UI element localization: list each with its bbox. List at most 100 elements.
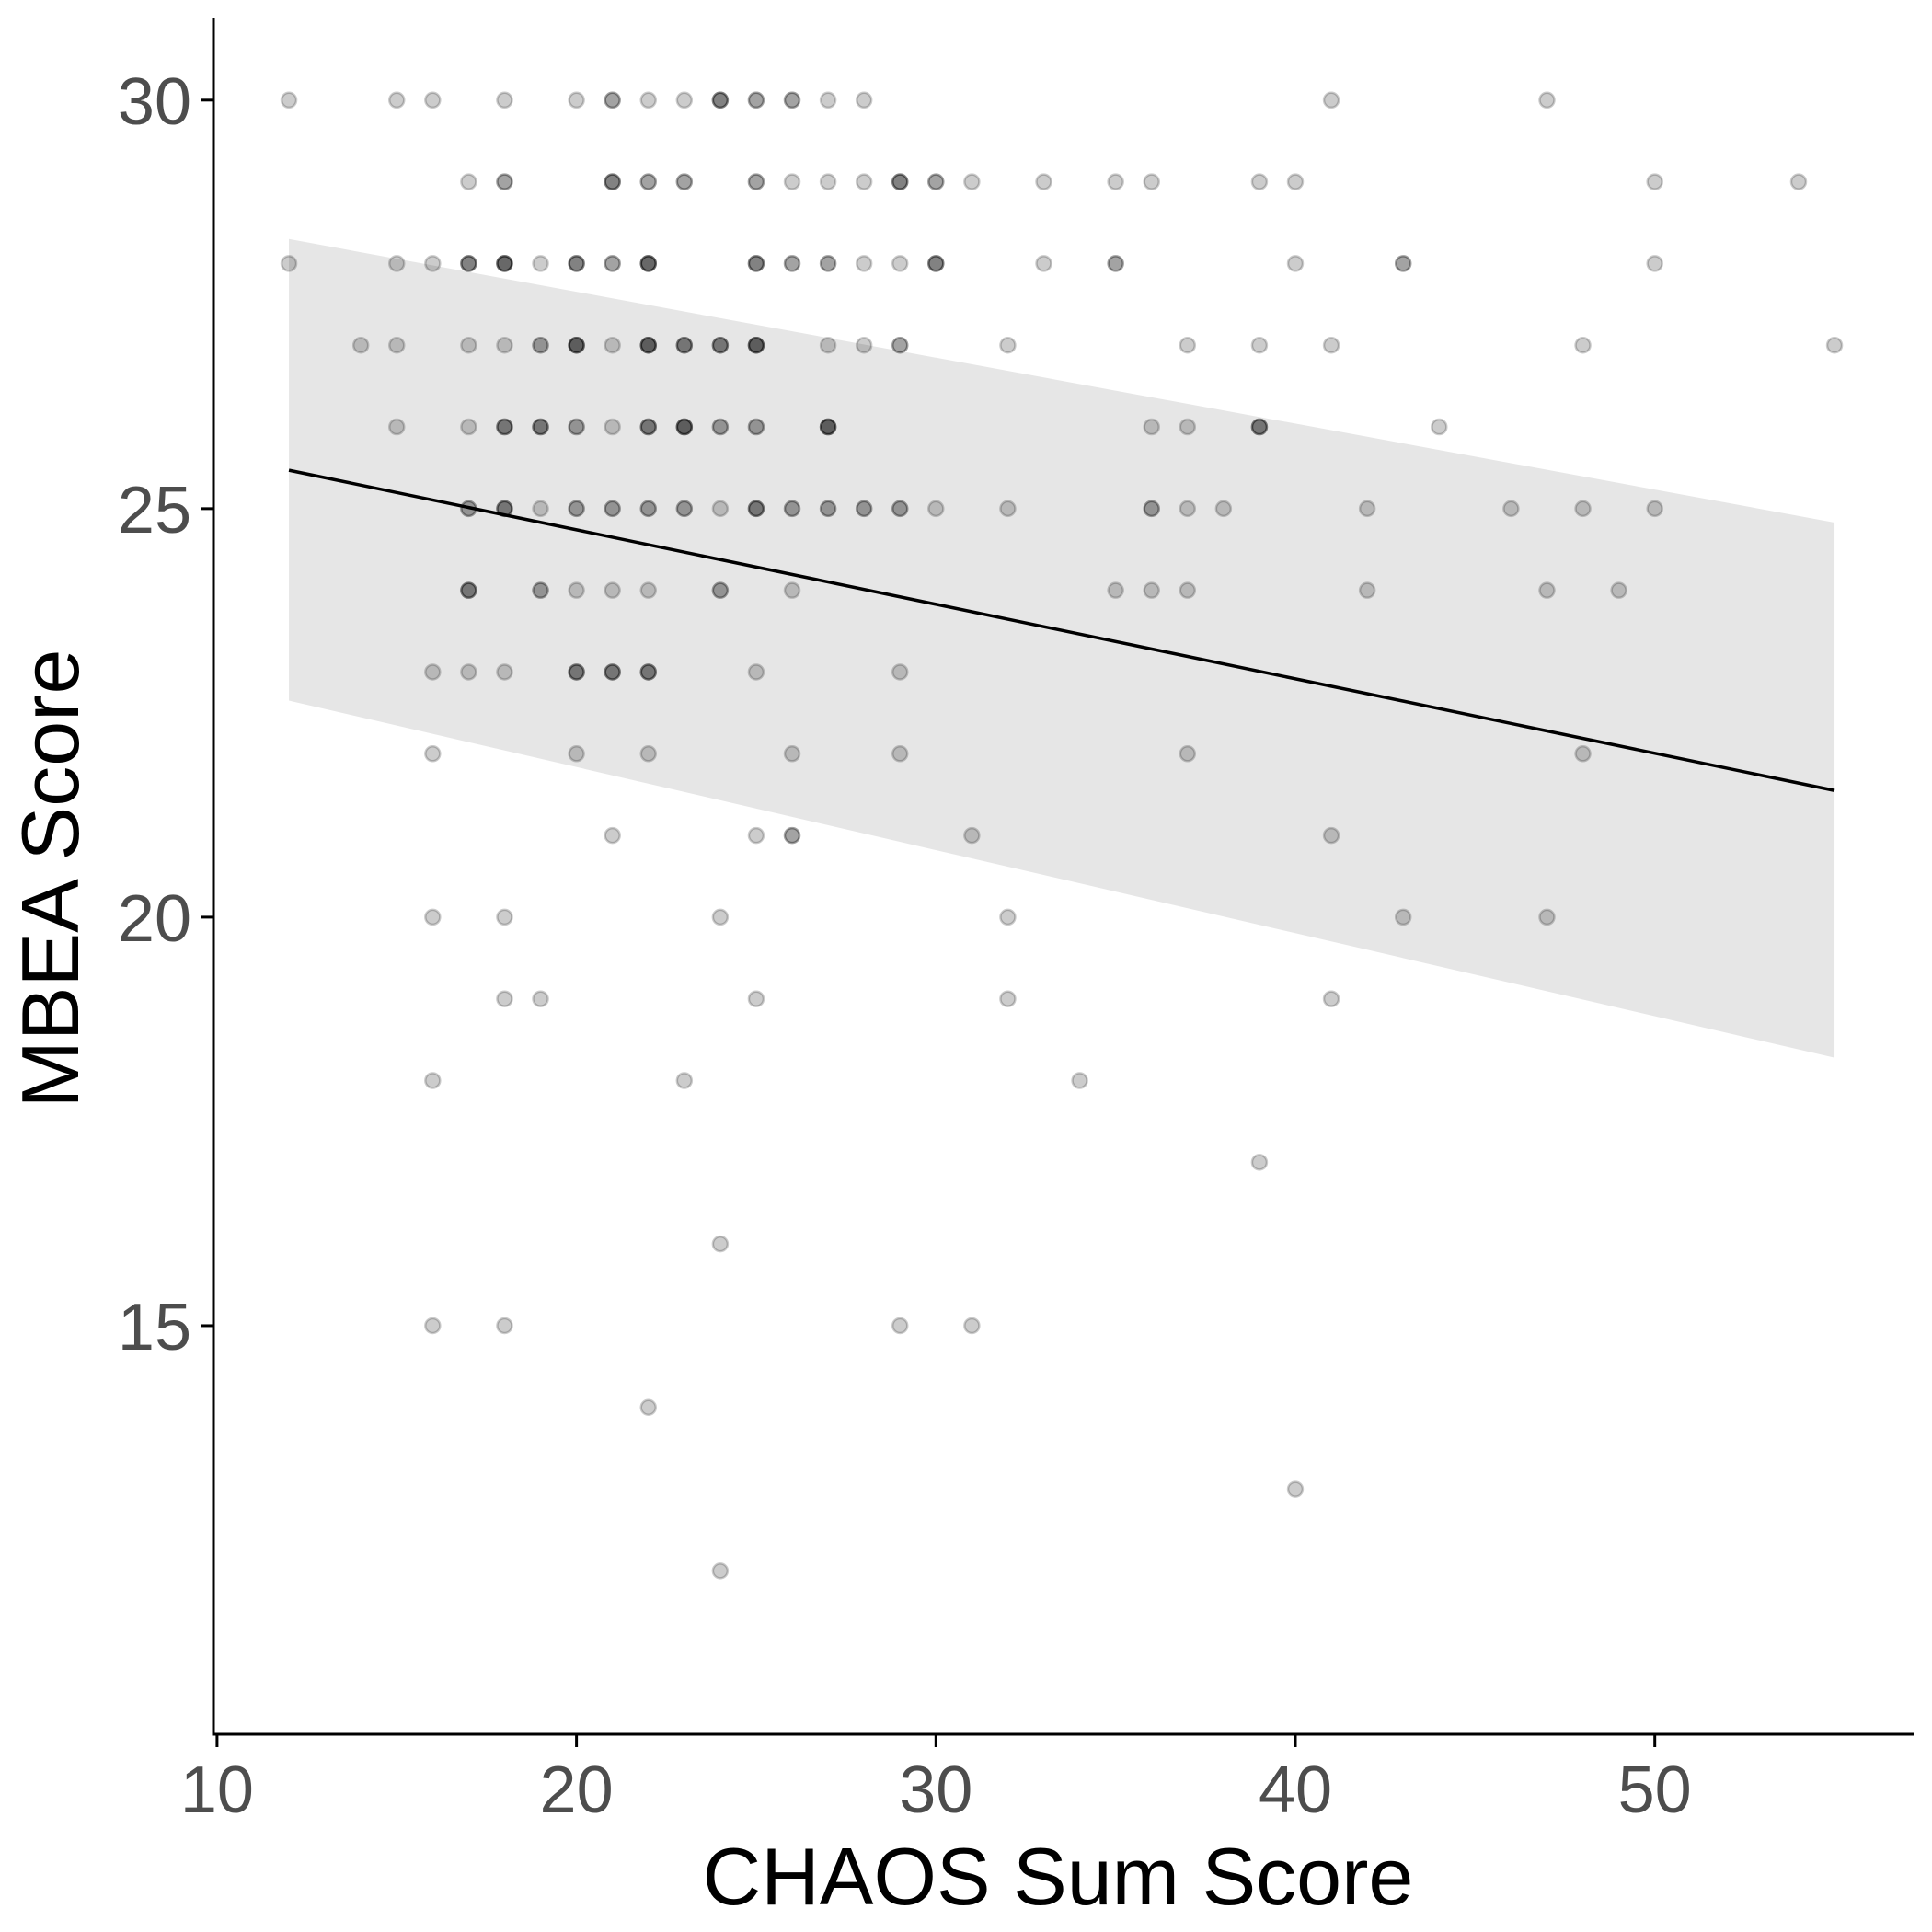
data-point [388, 418, 406, 436]
data-point [532, 500, 549, 518]
data-point [1250, 418, 1269, 436]
data-point [604, 173, 621, 190]
data-point [675, 418, 694, 436]
data-point [604, 336, 621, 354]
data-point [604, 173, 621, 190]
data-point [891, 255, 909, 272]
data-point [891, 745, 909, 763]
data-point [999, 500, 1017, 518]
y-axis-title: MBEA Score [5, 650, 96, 1109]
data-point [1179, 418, 1197, 436]
data-point [1322, 336, 1340, 354]
data-point [1250, 173, 1269, 190]
data-point [927, 173, 945, 190]
data-point [604, 500, 621, 518]
data-point [639, 173, 657, 190]
data-point [604, 255, 621, 272]
data-point [1538, 91, 1556, 109]
data-point [1394, 255, 1412, 272]
data-point [532, 418, 549, 436]
data-point [1358, 581, 1376, 599]
data-point [532, 990, 549, 1007]
data-point [532, 581, 549, 599]
data-point [711, 581, 730, 599]
data-point [639, 255, 657, 272]
data-point [460, 255, 477, 272]
data-point [783, 745, 801, 763]
data-point [568, 663, 585, 681]
data-point [675, 336, 694, 354]
data-point [639, 91, 657, 109]
data-point [783, 826, 801, 845]
data-point [963, 1317, 981, 1335]
data-point [747, 500, 765, 518]
data-point [568, 745, 585, 763]
data-point [675, 336, 694, 354]
data-point [855, 91, 873, 109]
data-point [424, 1072, 442, 1089]
data-point [568, 91, 585, 109]
data-point [604, 826, 621, 845]
data-point [639, 581, 657, 599]
data-point [711, 500, 730, 518]
data-point [1322, 826, 1340, 845]
data-point [388, 91, 406, 109]
data-point [855, 173, 873, 190]
data-point [496, 908, 513, 926]
y-tick-label: 15 [118, 1291, 191, 1364]
data-point [1322, 990, 1340, 1007]
data-point [711, 91, 730, 109]
data-point [1250, 418, 1269, 436]
data-point [1179, 336, 1197, 354]
data-point [891, 336, 909, 354]
data-point [568, 500, 585, 518]
data-point [1107, 255, 1124, 272]
data-point [496, 255, 513, 272]
data-point [711, 336, 730, 354]
data-point [1646, 500, 1663, 518]
data-point [280, 91, 298, 109]
data-point [496, 1317, 513, 1335]
data-point [855, 336, 873, 354]
data-point [568, 255, 585, 272]
data-point [639, 663, 657, 681]
data-point [711, 418, 730, 436]
data-point [1646, 255, 1663, 272]
data-point [496, 418, 513, 436]
data-point [891, 663, 909, 681]
data-point [675, 500, 694, 518]
data-point [1179, 745, 1197, 763]
data-point [1107, 255, 1124, 272]
data-point [496, 418, 513, 436]
data-point [604, 91, 621, 109]
data-point [1574, 500, 1592, 518]
data-point [496, 255, 513, 272]
data-point [460, 418, 477, 436]
data-point [675, 418, 694, 436]
data-point [1035, 255, 1052, 272]
data-point [1035, 173, 1052, 190]
data-point [747, 990, 765, 1007]
data-point [855, 255, 873, 272]
data-point [747, 255, 765, 272]
data-point [496, 173, 513, 190]
data-point [819, 500, 837, 518]
regression-line [288, 468, 1835, 792]
data-point [891, 500, 909, 518]
data-point [675, 418, 694, 436]
data-point [927, 500, 945, 518]
data-point [639, 336, 657, 354]
data-point [1250, 418, 1269, 436]
data-point [532, 336, 549, 354]
data-point [496, 255, 513, 272]
data-point [747, 418, 765, 436]
data-point [639, 336, 657, 354]
data-point [1143, 418, 1160, 436]
data-point [1071, 1072, 1088, 1089]
data-point [747, 173, 765, 190]
regression-line-layer [288, 468, 1835, 792]
data-point [891, 1317, 909, 1335]
data-point [1538, 908, 1556, 926]
data-point [747, 500, 765, 518]
